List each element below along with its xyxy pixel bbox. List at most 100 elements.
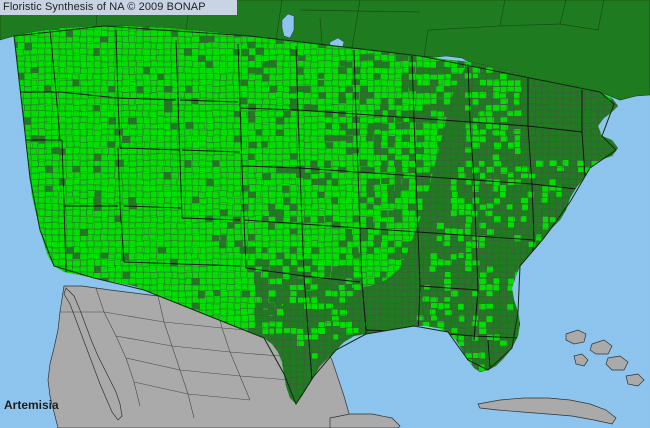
county-cell <box>506 303 514 311</box>
county-cell <box>318 92 326 99</box>
county-cell <box>220 234 227 241</box>
county-cell <box>324 266 332 272</box>
county-cell <box>437 160 444 167</box>
county-cell <box>142 66 150 75</box>
county-cell <box>479 197 487 204</box>
county-cell <box>205 61 213 68</box>
county-cell <box>352 321 360 328</box>
county-cell <box>493 352 500 359</box>
county-cell <box>534 209 542 217</box>
county-cell <box>514 147 522 155</box>
county-cell <box>443 190 452 197</box>
county-cell <box>185 122 194 129</box>
county-cell <box>500 116 508 123</box>
county-cell <box>402 122 410 130</box>
county-cell <box>339 134 347 141</box>
county-cell <box>353 265 361 272</box>
county-cell <box>331 135 340 141</box>
county-cell <box>436 271 444 278</box>
county-cell <box>282 185 290 193</box>
county-cell <box>513 203 522 209</box>
county-cell <box>478 73 487 80</box>
county-cell <box>500 240 509 248</box>
county-cell <box>499 309 507 317</box>
county-cell <box>408 166 417 173</box>
county-cell <box>513 92 520 100</box>
county-cell <box>458 339 465 347</box>
county-cell <box>457 154 465 161</box>
bahamas-3 <box>605 355 629 371</box>
county-cell <box>591 111 598 119</box>
county-cell <box>436 91 444 98</box>
county-cell <box>359 98 367 105</box>
county-cell <box>311 178 320 185</box>
county-cell <box>527 160 536 167</box>
county-cell <box>590 141 598 149</box>
county-cell <box>296 328 304 335</box>
county-cell <box>297 290 305 298</box>
county-cell <box>465 309 474 315</box>
county-cell <box>276 308 284 316</box>
county-cell <box>577 166 585 174</box>
county-cell <box>331 339 338 346</box>
county-cell <box>352 67 360 75</box>
county-cell <box>345 128 353 136</box>
county-cell <box>542 167 549 174</box>
county-cell <box>157 247 167 254</box>
county-cell <box>331 327 339 334</box>
county-cell <box>527 79 535 87</box>
county-cell <box>261 290 269 298</box>
county-cell <box>471 241 479 249</box>
county-cell <box>597 105 605 111</box>
county-cell <box>261 277 269 285</box>
county-cell <box>485 235 493 242</box>
county-cell <box>457 252 465 259</box>
county-cell <box>394 184 402 192</box>
county-cell <box>451 191 458 198</box>
county-cell <box>268 271 277 279</box>
county-cell <box>457 278 465 285</box>
county-cell <box>555 179 564 186</box>
county-cell <box>478 303 487 311</box>
county-cell <box>451 166 458 174</box>
county-cell <box>458 209 466 216</box>
county-cell <box>591 129 600 135</box>
county-cell <box>562 86 571 93</box>
county-cell <box>542 215 549 223</box>
county-cell <box>478 327 487 335</box>
county-cell <box>535 141 542 149</box>
county-cell <box>430 196 438 203</box>
county-cell <box>472 79 480 87</box>
county-cell <box>549 197 556 204</box>
county-cell <box>492 104 501 112</box>
county-cell <box>507 185 515 193</box>
county-cell <box>240 246 249 254</box>
county-cell <box>401 178 409 186</box>
county-cell <box>310 166 320 174</box>
county-cell <box>500 277 509 284</box>
county-cell <box>422 67 430 74</box>
county-cell <box>373 141 382 149</box>
county-cell <box>486 308 495 315</box>
county-cell <box>493 277 500 285</box>
county-cell <box>520 173 529 179</box>
county-cell <box>493 178 501 187</box>
county-cell <box>387 197 395 204</box>
county-cell <box>318 303 325 311</box>
county-cell <box>450 73 459 81</box>
county-cell <box>465 290 473 297</box>
county-cell <box>338 66 347 74</box>
county-cell <box>465 198 472 204</box>
county-cell <box>555 154 563 160</box>
county-cell <box>289 278 298 285</box>
county-cell <box>282 333 290 341</box>
county-cell <box>443 246 451 254</box>
county-cell <box>345 61 353 68</box>
county-cell <box>556 85 564 93</box>
county-cell <box>317 80 324 87</box>
county-cell <box>325 303 334 310</box>
county-cell <box>457 234 465 243</box>
county-cell <box>422 265 430 273</box>
county-cell <box>289 228 298 235</box>
county-cell <box>499 296 507 304</box>
